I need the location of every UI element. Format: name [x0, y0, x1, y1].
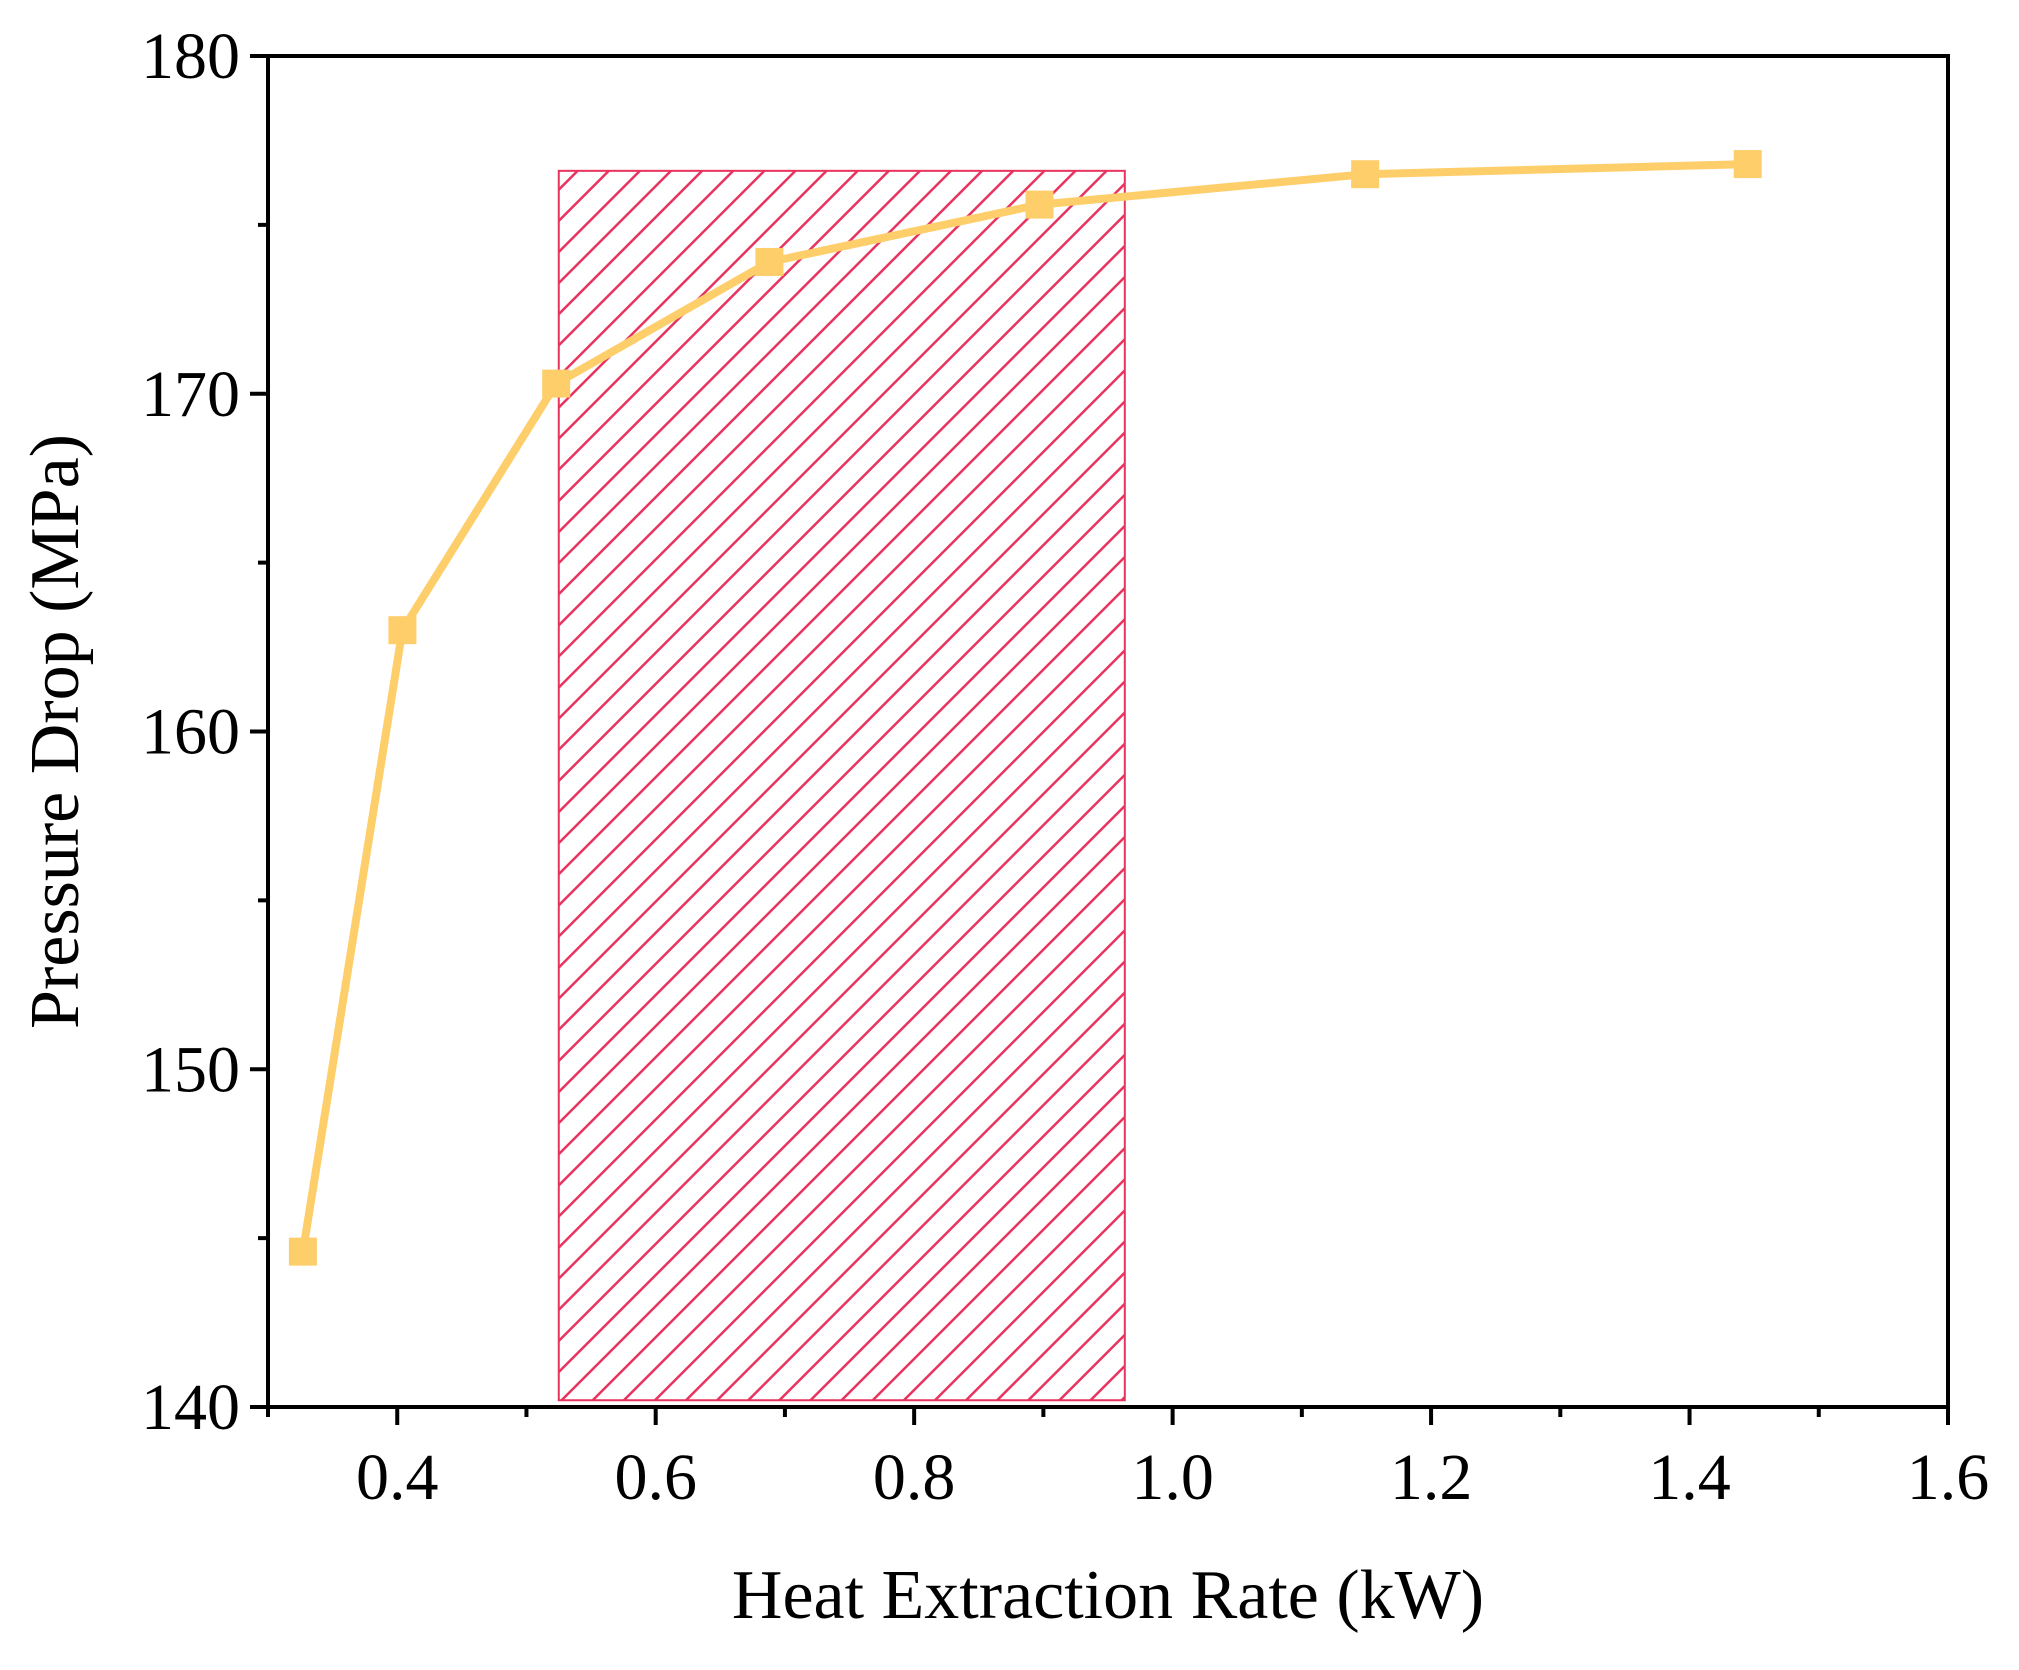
- data-point: [1351, 160, 1380, 189]
- shaded-region-layer: [557, 169, 1126, 1402]
- y-axis-tick-labels: 140 150 160 170 180: [141, 20, 240, 1444]
- x-tick-label: 1.0: [1131, 1441, 1214, 1514]
- x-tick-label: 0.4: [356, 1441, 439, 1514]
- data-point: [388, 616, 417, 645]
- data-point: [542, 369, 571, 398]
- x-tick-label: 1.4: [1648, 1441, 1731, 1514]
- y-tick-label: 160: [141, 696, 240, 769]
- y-tick-label: 150: [141, 1033, 240, 1106]
- data-point: [288, 1237, 317, 1266]
- data-point: [1733, 150, 1762, 179]
- x-tick-label: 1.2: [1390, 1441, 1473, 1514]
- y-axis-ticks: [250, 54, 268, 1409]
- x-axis-title: Heat Extraction Rate (kW): [732, 1557, 1484, 1634]
- x-axis-tick-labels: 0.4 0.6 0.8 1.0 1.2 1.4 1.6: [356, 1441, 1989, 1514]
- data-point: [1025, 190, 1054, 219]
- x-tick-label: 1.6: [1907, 1441, 1990, 1514]
- x-tick-label: 0.6: [614, 1441, 697, 1514]
- x-tick-label: 0.8: [873, 1441, 956, 1514]
- series-marker-layer: [288, 150, 1762, 1266]
- y-tick-label: 180: [141, 20, 240, 93]
- y-tick-label: 170: [141, 358, 240, 431]
- shaded-region: [557, 169, 1126, 1402]
- data-point: [755, 248, 784, 277]
- x-axis-ticks: [266, 1407, 1950, 1425]
- y-axis-title: Pressure Drop (MPa): [17, 434, 94, 1029]
- y-tick-label: 140: [141, 1371, 240, 1444]
